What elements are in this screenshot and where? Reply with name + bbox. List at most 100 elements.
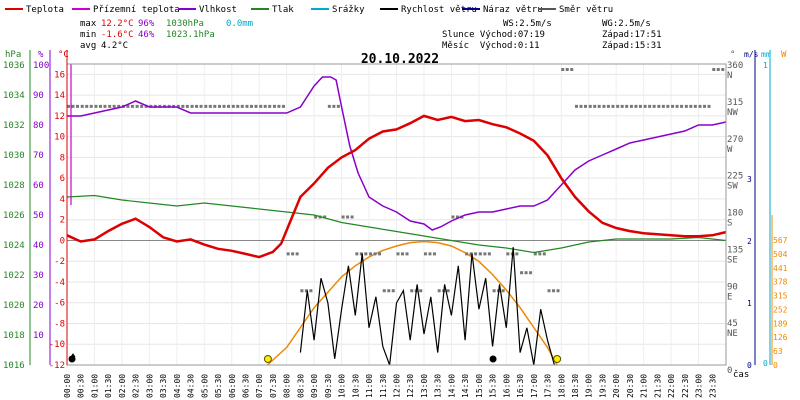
wind-direction-point [492,289,496,293]
axis-hpa-tick: 1028 [3,181,25,191]
wind-direction-point [208,104,212,108]
series-solar-line [266,240,558,366]
legend-item-label: Srážky [332,5,365,15]
axis-x-tick: 09:00 [310,374,319,398]
axis-x-tick: 10:30 [351,374,360,398]
wind-direction-point [359,252,363,256]
axes: hPa1016101810201022102410261028103010321… [3,50,788,398]
axis-hpa-tick: 1026 [3,211,25,221]
axis-percent-tick: 100 [33,61,49,71]
axis-wind-tick: 1 [747,299,752,308]
wind-direction-point [533,252,537,256]
wind-direction-point [259,104,263,108]
wind-direction-point [364,252,368,256]
axis-direction-tick: 135 [727,245,743,255]
axis-hpa-tick: 1034 [3,91,25,101]
wind-direction-point [487,252,491,256]
wind-direction-point [249,104,253,108]
wind-direction-point [529,271,533,275]
axis-solar-tick: 0 [773,361,778,370]
wind-direction-point [680,104,684,108]
axis-percent-tick: 90 [33,91,44,101]
wind-direction-point [213,104,217,108]
axis-hpa-tick: 1024 [3,241,25,251]
wind-direction-point [140,104,144,108]
wind-direction-point [199,104,203,108]
axis-direction-tick: 360 [727,61,743,71]
axis-celsius-tick: 12 [54,112,65,122]
axis-percent-tick: 70 [33,151,44,161]
legend-item-label: Směr větru [559,5,613,15]
axis-x-tick: 05:30 [214,374,223,398]
wind-direction-point [240,104,244,108]
wind-direction-point [108,104,112,108]
wind-direction-point [606,104,610,108]
wind-direction-point [373,252,377,256]
stat-min-temp: -1.6°C [101,30,134,40]
wind-direction-point [396,252,400,256]
axis-x-tick: 00:30 [77,374,86,398]
wind-direction-point [446,289,450,293]
axis-direction-tick: 225 [727,172,743,182]
wind-direction-point [190,104,194,108]
info-wg: WG:2.5m/s [602,19,651,29]
wind-direction-point [465,252,469,256]
wind-direction-point [245,104,249,108]
wind-direction-point [671,104,675,108]
stats-block: max 12.2°C 96% 1030hPa 0.0mm min -1.6°C … [80,19,253,51]
wind-direction-point [675,104,679,108]
series-wind-speed-line [299,247,555,366]
wind-direction-point [451,215,455,219]
axis-celsius-tick: 8 [60,153,65,163]
axis-x-tick: 14:00 [447,374,456,398]
info-sun-set: Západ:17:51 [602,30,662,40]
wind-direction-point [684,104,688,108]
wind-direction-point [300,289,304,293]
axis-x-tick: 13:00 [420,374,429,398]
axis-rain-tick: 0 [763,359,768,368]
axis-solar-tick: 252 [773,305,788,314]
moonrise-arrow-head [70,353,76,358]
axis-x-tick: 15:00 [475,374,484,398]
axis-solar-tick: 504 [773,250,788,259]
wind-direction-point [698,104,702,108]
wind-direction-point [707,104,711,108]
legend-item-label: Přízemní teplota [93,5,180,15]
wind-direction-point [236,104,240,108]
wind-direction-point [222,104,226,108]
wind-direction-point [378,252,382,256]
axis-x-tick: 02:30 [132,374,141,398]
wind-direction-point [268,104,272,108]
wind-direction-point [85,104,89,108]
axis-percent-tick: 30 [33,271,44,281]
axis-hpa-tick: 1020 [3,301,25,311]
stat-avg-temp: 4.2°C [101,41,128,51]
wind-direction-point [369,252,373,256]
axis-x-tick: 07:00 [255,374,264,398]
wind-direction-point [314,215,318,219]
axis-direction-dir: E [727,292,732,302]
axis-x-tick: 12:00 [393,374,402,398]
wind-direction-point [195,104,199,108]
wind-direction-point [716,68,720,71]
wind-direction-point [565,68,569,71]
wind-direction-point [538,252,542,256]
wind-direction-point [570,68,574,71]
wind-direction-point [693,104,697,108]
sunrise-marker [263,355,272,363]
axis-direction-tick: 180 [727,209,743,219]
legend-item-label: Náraz větru [483,5,543,15]
axis-solar-tick: 567 [773,236,788,245]
wind-direction-point [89,104,93,108]
wind-direction-point [574,104,578,108]
axis-percent-tick: 60 [33,181,44,191]
wind-direction-point [286,252,290,256]
axis-solar-tick: 126 [773,333,788,342]
axis-direction-tick: 90 [727,282,738,292]
axis-celsius-tick: -4 [54,278,65,288]
wind-direction-point [181,104,185,108]
wind-direction-point [341,215,345,219]
series-humidity-line [67,76,727,231]
axis-rain-label: mm [761,50,771,59]
